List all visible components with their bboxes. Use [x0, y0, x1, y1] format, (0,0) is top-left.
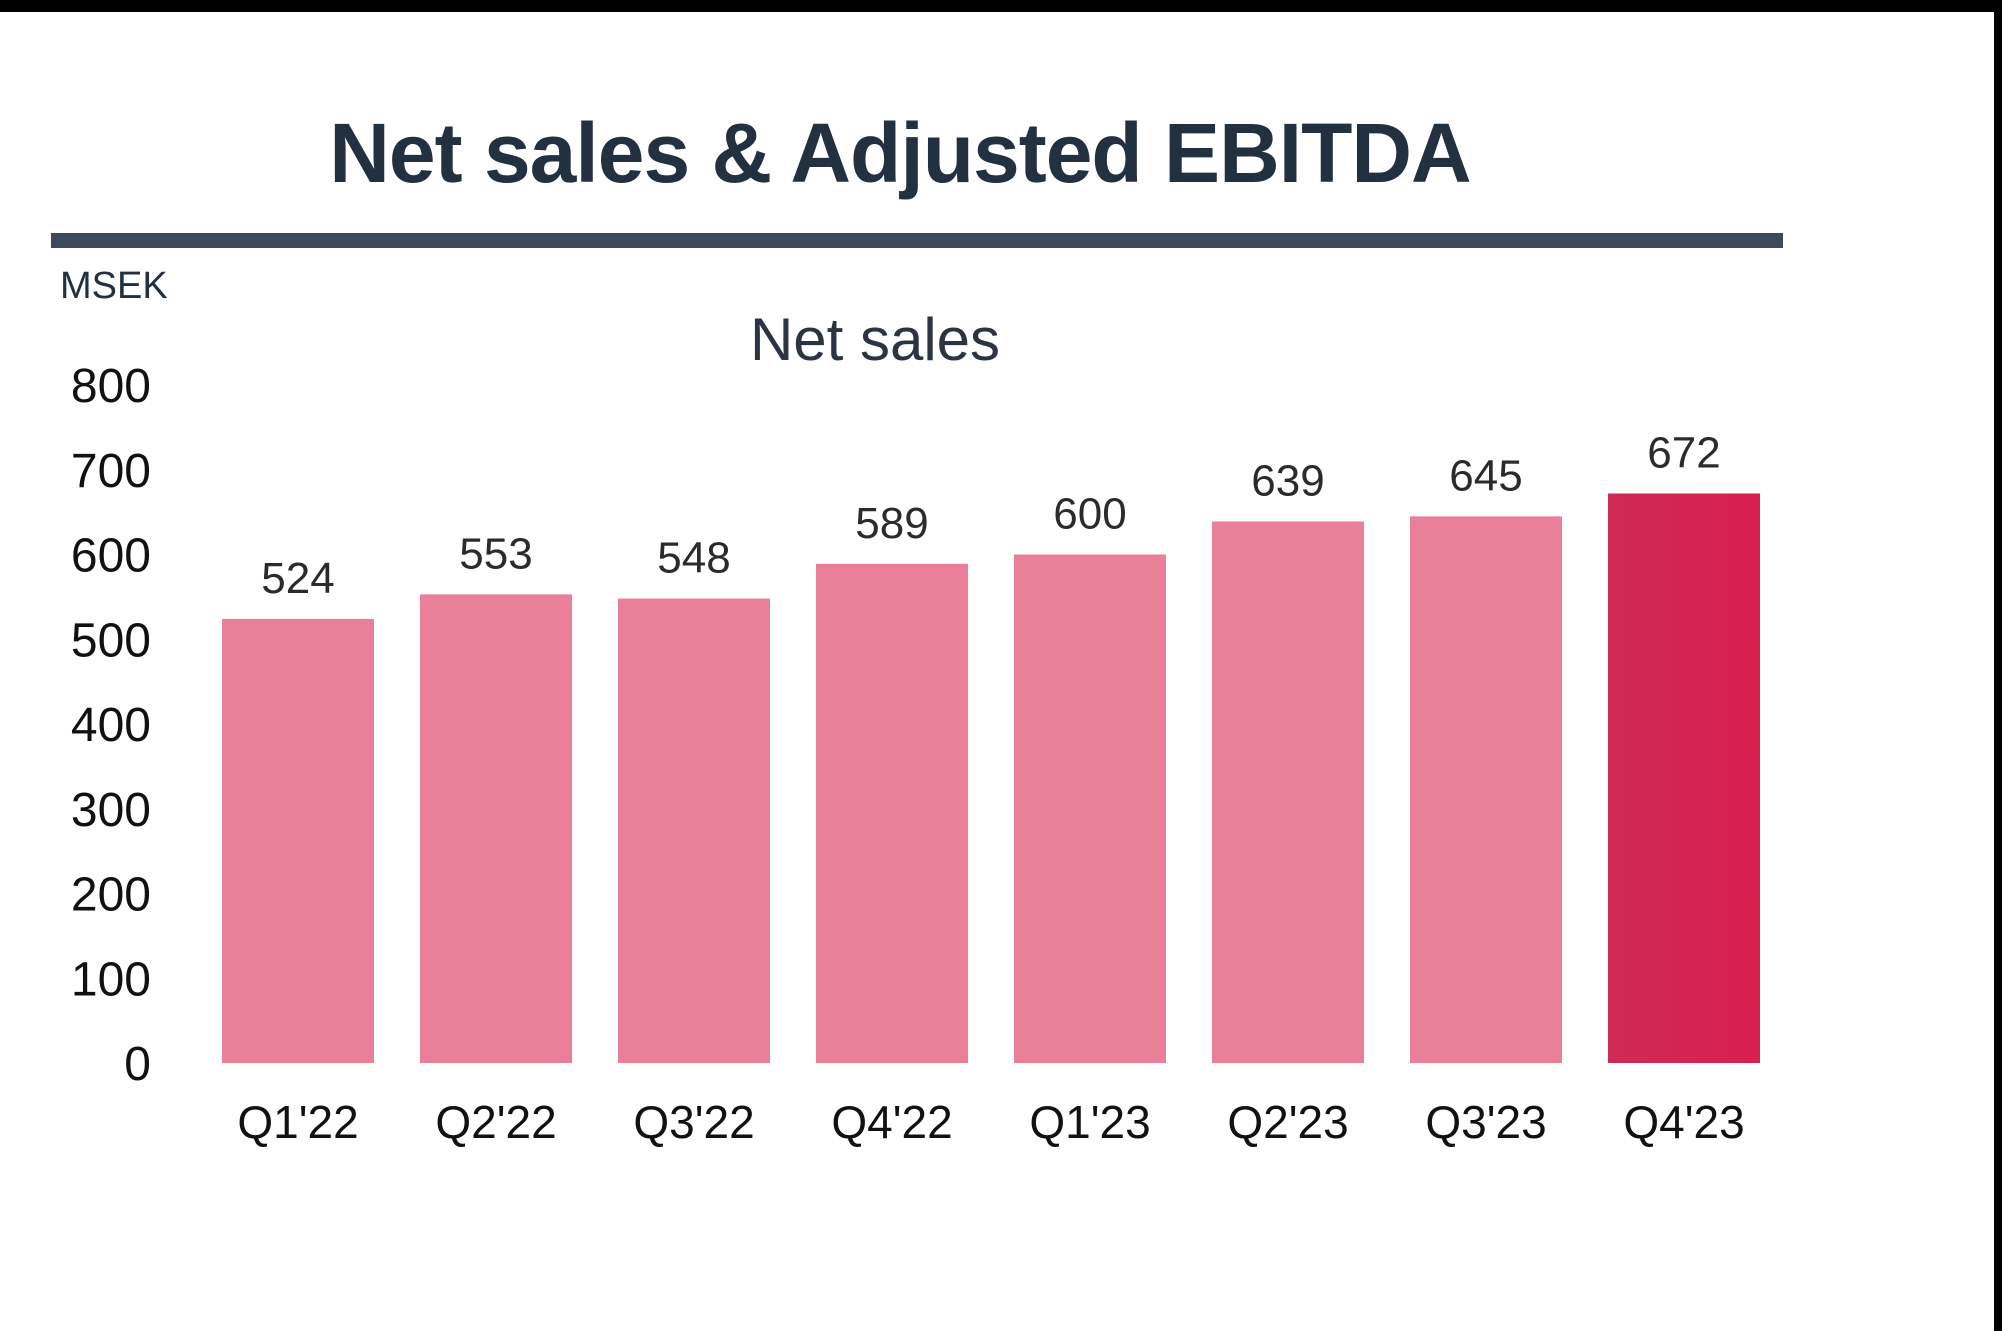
x-tick-label: Q3'22 [633, 1096, 754, 1148]
x-tick-label: Q2'22 [435, 1096, 556, 1148]
x-axis-ticks: Q1'22 Q2'22 Q3'22 Q4'22 Q1'23 Q2'23 Q3'23 Q4'23 [237, 1096, 1744, 1148]
value-label: 672 [1647, 428, 1720, 477]
y-tick-label: 400 [71, 699, 151, 752]
y-tick-label: 800 [71, 360, 151, 413]
top-border [0, 0, 2002, 12]
y-tick-label: 500 [71, 614, 151, 667]
value-label: 600 [1053, 490, 1126, 539]
value-label: 645 [1449, 451, 1522, 500]
value-label: 524 [261, 554, 334, 603]
chart-title: Net sales [749, 306, 1001, 373]
page-title: Net sales & Adjusted EBITDA [329, 106, 1471, 200]
x-tick-label: Q1'23 [1029, 1096, 1150, 1148]
bar [1608, 493, 1760, 1064]
x-tick-label: Q3'23 [1425, 1096, 1546, 1148]
bar [420, 594, 572, 1063]
bar [1014, 554, 1166, 1063]
bars [222, 493, 1760, 1064]
bar [1212, 521, 1364, 1063]
title-divider [51, 233, 1783, 248]
value-label: 639 [1251, 456, 1324, 505]
x-tick-label: Q1'22 [237, 1096, 358, 1148]
value-label: 553 [459, 529, 532, 578]
y-tick-label: 100 [71, 953, 151, 1006]
y-axis-unit-label: MSEK [60, 265, 168, 307]
bar [1410, 516, 1562, 1063]
value-label: 548 [657, 534, 730, 583]
x-tick-label: Q2'23 [1227, 1096, 1348, 1148]
y-tick-label: 700 [71, 445, 151, 498]
bar [222, 618, 374, 1063]
x-tick-label: Q4'22 [831, 1096, 952, 1148]
y-tick-label: 300 [71, 784, 151, 837]
x-tick-label: Q4'23 [1623, 1096, 1744, 1148]
y-tick-label: 200 [71, 869, 151, 922]
bar [618, 598, 770, 1063]
y-axis-ticks: 0 100 200 300 400 500 600 700 800 [71, 360, 151, 1091]
right-border [1994, 0, 2002, 1331]
value-labels: 524 553 548 589 600 639 645 672 [261, 428, 1720, 602]
y-tick-label: 600 [71, 530, 151, 583]
y-tick-label: 0 [124, 1038, 151, 1091]
bar [816, 563, 968, 1063]
value-label: 589 [855, 499, 928, 548]
